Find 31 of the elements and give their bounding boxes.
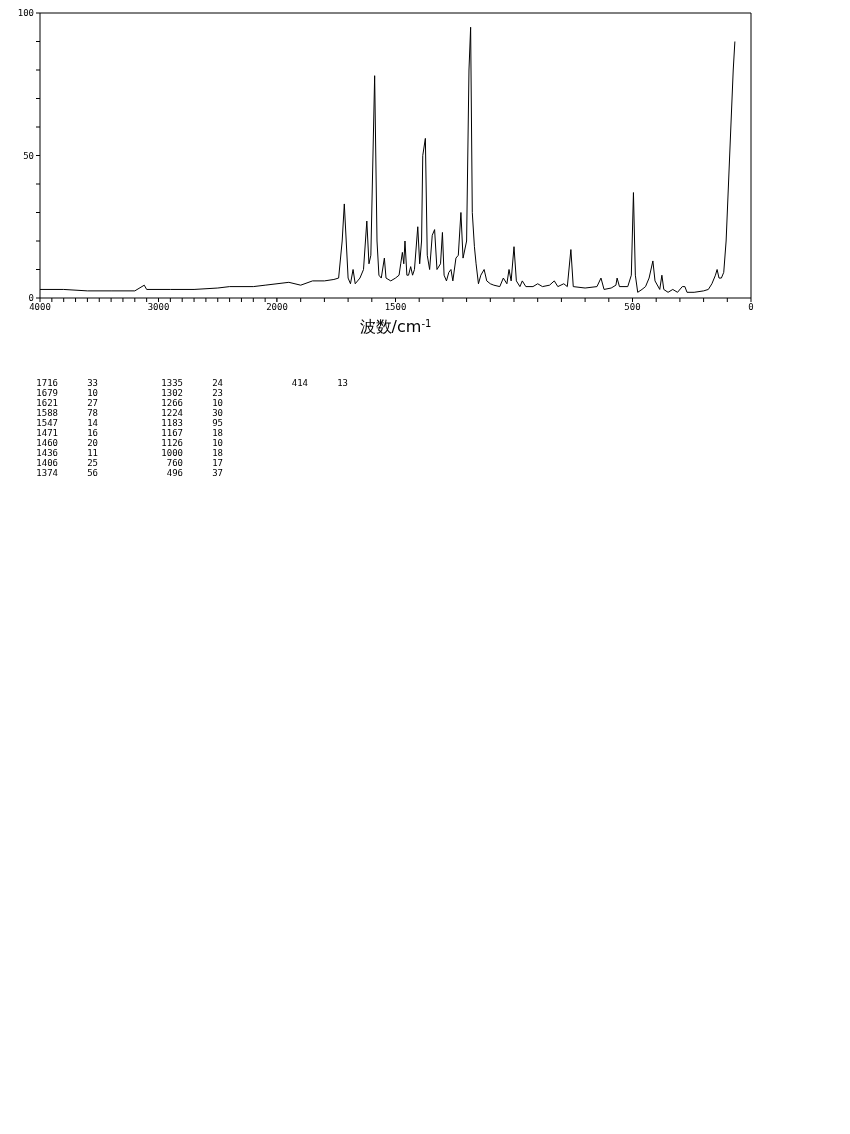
text: 1621 27 [36, 398, 98, 408]
x-tick-label: 2000 [266, 302, 288, 313]
text: 1167 18 [161, 428, 223, 438]
x-tick-label: 4000 [29, 302, 51, 313]
x-tick-label: 500 [624, 302, 641, 313]
text: 1183 95 [161, 418, 223, 428]
text: 760 17 [166, 458, 223, 468]
y-tick-label: 50 [23, 150, 34, 161]
text: 1266 10 [161, 398, 223, 408]
text: 1588 78 [36, 408, 98, 418]
text: 1471 16 [36, 428, 98, 438]
text: 1224 30 [161, 408, 223, 418]
text: 1716 33 [36, 378, 98, 388]
x-tick-label: 1500 [384, 302, 407, 313]
y-tick-label: 0 [28, 293, 34, 304]
text: 1436 11 [36, 448, 98, 458]
text: 1374 56 [36, 468, 98, 478]
y-tick-label: 100 [17, 8, 34, 19]
x-tick-label: 3000 [147, 302, 170, 313]
text: 1000 18 [161, 448, 223, 458]
text: 1406 25 [36, 458, 98, 468]
text: 1335 24 [161, 378, 223, 388]
text: 414 13 [291, 378, 348, 388]
text: 1126 10 [161, 438, 223, 448]
text: 1460 20 [36, 438, 98, 448]
text: 1679 10 [36, 388, 98, 398]
text: 1547 14 [36, 418, 98, 428]
x-axis-title: 波数/cm$^{-1}$ [359, 317, 432, 336]
text: 1302 23 [161, 388, 223, 398]
x-tick-label: 0 [748, 302, 754, 313]
text: 496 37 [166, 468, 223, 478]
